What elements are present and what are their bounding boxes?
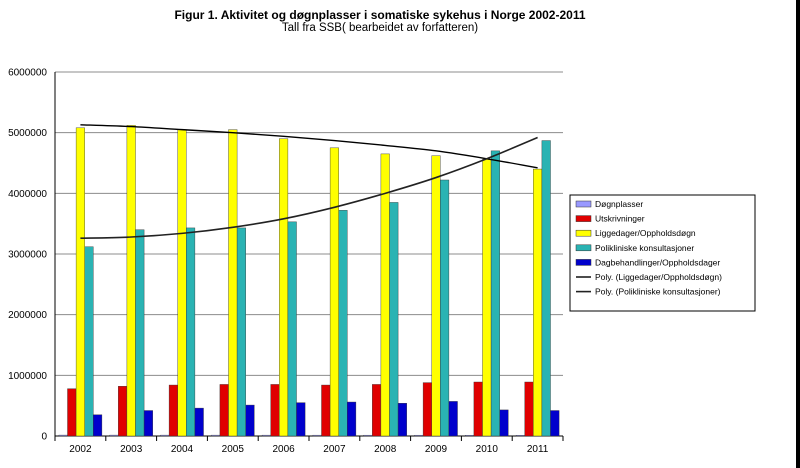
- bar-liggedager-oppholdsd-gn: [329, 147, 339, 437]
- bar-dagbehandlinger-oppholdsdager: [550, 410, 560, 437]
- x-tick-label: 2005: [222, 444, 245, 455]
- x-tick-label: 2009: [425, 444, 448, 455]
- y-tick-label: 0: [41, 432, 47, 443]
- bar-dagbehandlinger-oppholdsdager: [194, 407, 204, 437]
- bar-d-gnplasser: [261, 434, 271, 437]
- bar-d-gnplasser: [160, 434, 170, 437]
- bar-polikliniske-konsultasjoner: [541, 140, 551, 437]
- bar-dagbehandlinger-oppholdsdager: [93, 414, 103, 437]
- x-tick-label: 2007: [323, 444, 346, 455]
- bar-d-gnplasser: [58, 434, 68, 437]
- legend-entry: Utskrivninger: [595, 214, 645, 224]
- x-tick-label: 2006: [272, 444, 295, 455]
- bar-dagbehandlinger-oppholdsdager: [245, 404, 255, 437]
- right-edge-border: [796, 0, 800, 468]
- legend-swatch: [575, 229, 592, 237]
- x-tick-label: 2003: [120, 444, 143, 455]
- legend-entry: Døgnplasser: [595, 199, 643, 209]
- bar-utskrivninger: [321, 384, 331, 437]
- bar-liggedager-oppholdsd-gn: [380, 153, 390, 437]
- bar-d-gnplasser: [109, 434, 119, 437]
- x-tick-label: 2002: [69, 444, 92, 455]
- legend-entry: Polikliniske konsultasjoner: [595, 243, 694, 253]
- legend-box: [569, 194, 756, 312]
- bar-liggedager-oppholdsd-gn: [279, 138, 289, 437]
- bar-utskrivninger: [118, 386, 128, 437]
- bar-liggedager-oppholdsd-gn: [482, 159, 492, 437]
- bar-dagbehandlinger-oppholdsdager: [397, 403, 407, 437]
- bar-polikliniske-konsultasjoner: [338, 210, 348, 437]
- legend-entry: Liggedager/Oppholdsdøgn: [595, 228, 696, 238]
- x-tick-label: 2004: [171, 444, 194, 455]
- bar-d-gnplasser: [465, 434, 475, 437]
- y-tick-label: 2000000: [8, 310, 47, 321]
- bar-d-gnplasser: [515, 435, 525, 437]
- bar-utskrivninger: [270, 384, 280, 437]
- legend-swatch: [575, 244, 592, 252]
- bar-polikliniske-konsultasjoner: [440, 179, 450, 437]
- chart-title: Figur 1. Aktivitet og døgnplasser i soma…: [174, 8, 586, 22]
- legend-entry: Poly. (Polikliniske konsultasjoner): [595, 287, 721, 297]
- bar-liggedager-oppholdsd-gn: [228, 129, 238, 437]
- bar-dagbehandlinger-oppholdsdager: [143, 410, 153, 437]
- x-tick-label: 2011: [527, 444, 549, 455]
- trendline-polikliniske: [80, 136, 538, 240]
- bar-liggedager-oppholdsd-gn: [126, 125, 136, 437]
- bar-dagbehandlinger-oppholdsdager: [296, 402, 306, 437]
- y-tick-label: 4000000: [8, 189, 47, 200]
- bar-liggedager-oppholdsd-gn: [75, 127, 85, 437]
- bar-dagbehandlinger-oppholdsdager: [347, 401, 357, 437]
- bar-polikliniske-konsultasjoner: [287, 221, 297, 437]
- bar-polikliniske-konsultasjoner: [389, 202, 399, 437]
- bar-dagbehandlinger-oppholdsdager: [499, 409, 509, 437]
- y-tick-label: 3000000: [8, 250, 47, 261]
- bar-utskrivninger: [524, 381, 534, 437]
- bar-d-gnplasser: [414, 434, 424, 437]
- legend-swatch: [575, 200, 592, 208]
- legend-swatch: [575, 259, 592, 266]
- trendline-liggedager: [80, 124, 538, 169]
- bar-d-gnplasser: [312, 434, 322, 437]
- bar-liggedager-oppholdsd-gn: [177, 129, 187, 437]
- bar-polikliniske-konsultasjoner: [84, 246, 94, 437]
- bar-polikliniske-konsultasjoner: [186, 227, 196, 437]
- x-tick-label: 2010: [476, 444, 499, 455]
- bar-utskrivninger: [372, 384, 382, 437]
- bar-d-gnplasser: [211, 434, 221, 437]
- y-tick-label: 1000000: [8, 371, 47, 382]
- y-tick-label: 6000000: [8, 68, 47, 79]
- legend-entry: Dagbehandlinger/Oppholdsdager: [595, 257, 720, 267]
- legend-swatch: [575, 215, 592, 222]
- bar-liggedager-oppholdsd-gn: [431, 155, 441, 437]
- legend-entry: Poly. (Liggedager/Oppholdsdøgn): [595, 272, 722, 282]
- x-tick-label: 2008: [374, 444, 397, 455]
- bar-polikliniske-konsultasjoner: [236, 227, 246, 437]
- bar-utskrivninger: [219, 384, 229, 437]
- bar-polikliniske-konsultasjoner: [490, 150, 500, 437]
- bar-utskrivninger: [168, 384, 178, 437]
- chart-subtitle: Tall fra SSB( bearbeidet av forfatteren): [281, 22, 479, 34]
- bar-utskrivninger: [422, 382, 432, 437]
- y-tick-label: 5000000: [8, 128, 47, 139]
- bar-utskrivninger: [473, 381, 483, 437]
- bar-d-gnplasser: [363, 434, 373, 437]
- bar-utskrivninger: [67, 388, 77, 437]
- bar-polikliniske-konsultasjoner: [135, 229, 145, 437]
- bar-liggedager-oppholdsd-gn: [533, 168, 543, 437]
- bar-dagbehandlinger-oppholdsdager: [448, 401, 458, 437]
